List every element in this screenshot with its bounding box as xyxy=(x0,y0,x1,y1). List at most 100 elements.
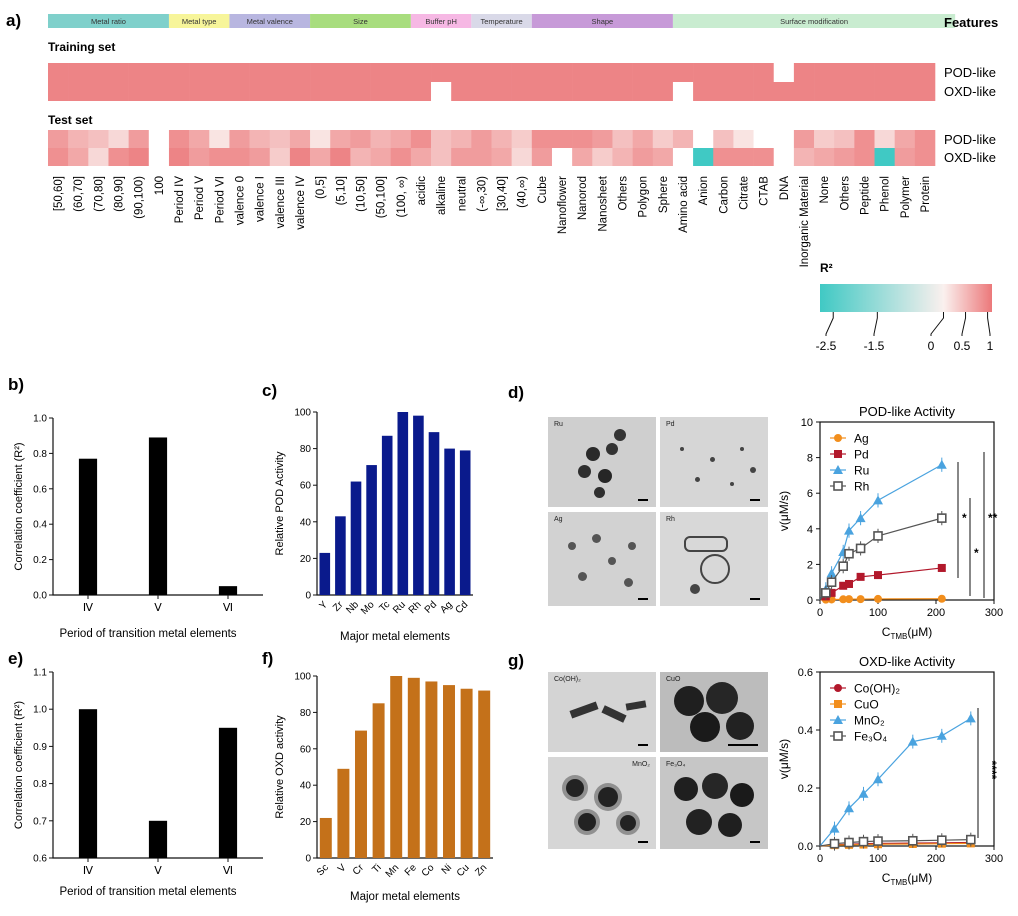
training-oxd-cell xyxy=(592,82,613,101)
training-oxd-cell xyxy=(793,82,815,101)
xtick-label-f: Mn xyxy=(384,862,402,880)
xlabel-g: CTMB(μM) xyxy=(882,871,932,887)
column-label: None xyxy=(819,176,831,204)
test-oxd-cell xyxy=(612,148,633,166)
ytick-label-e: 0.8 xyxy=(33,779,47,790)
xtick-label-b: Ⅳ xyxy=(83,602,94,614)
colorbar-tick-label: -1.5 xyxy=(864,339,885,353)
training-oxd-cell xyxy=(612,82,633,101)
test-oxd-cell xyxy=(491,148,512,166)
column-label: (10,50] xyxy=(355,176,367,212)
xtick-label-f: Sc xyxy=(315,862,331,878)
training-pod-cell xyxy=(330,63,351,82)
training-pod-cell xyxy=(48,63,69,82)
tem-image-cuo: CuO xyxy=(660,672,768,752)
ylabel-e: Correlation coefficient (R²) xyxy=(13,701,25,829)
test-pod-cell xyxy=(551,130,573,148)
tem-label: CuO xyxy=(666,676,681,683)
test-oxd-cell xyxy=(854,148,875,166)
ytick-label-b: 0.0 xyxy=(33,591,47,602)
chart-title-g: OXD-like Activity xyxy=(859,654,956,669)
colorbar-tick xyxy=(825,312,834,336)
column-label: Others xyxy=(618,176,630,211)
column-label: valence III xyxy=(275,176,287,228)
column-label: Amino acid xyxy=(678,176,690,233)
training-pod-cell xyxy=(793,63,815,82)
xtick-label-c: Rh xyxy=(407,599,424,616)
training-oxd-cell xyxy=(572,82,593,101)
column-label: Polymer xyxy=(900,176,912,218)
series-line-d-3 xyxy=(819,517,942,601)
panel-label-b: b) xyxy=(8,375,24,394)
data-point-d-3 xyxy=(820,588,831,598)
legend-label-g: CuO xyxy=(854,698,879,712)
training-oxd-cell xyxy=(894,82,916,101)
bar-f-1 xyxy=(337,768,350,858)
ytick-label-e: 0.6 xyxy=(33,854,47,865)
test-oxd-cell xyxy=(88,148,109,166)
xtick-label-c: Zr xyxy=(331,599,346,614)
test-oxd-cell xyxy=(410,148,432,166)
ytick-label-c: 60 xyxy=(300,481,312,492)
test-pod-cell xyxy=(68,130,89,148)
training-oxd-cell xyxy=(471,82,492,101)
test-oxd-cell xyxy=(793,148,815,166)
training-oxd-cell xyxy=(491,82,512,101)
training-pod-cell xyxy=(511,63,533,82)
tem-label: Ru xyxy=(554,421,563,428)
test-oxd-cell xyxy=(834,148,855,166)
test-oxd-cell xyxy=(390,148,412,166)
ytick-label-f: 100 xyxy=(294,672,311,683)
training-oxd-cell xyxy=(914,82,936,101)
data-point-d-2 xyxy=(873,495,883,505)
xtick-label-b: Ⅴ xyxy=(154,602,162,614)
test-oxd-cell xyxy=(531,148,553,166)
test-pod-cell xyxy=(854,130,875,148)
ytick-label-b: 0.8 xyxy=(33,449,47,460)
test-oxd-cell xyxy=(814,148,835,166)
ytick-label-g: 0.0 xyxy=(798,841,813,853)
test-pod-cell xyxy=(793,130,815,148)
tem-image-ru: Ru xyxy=(548,417,656,507)
column-label: Cube xyxy=(537,176,549,204)
feature-group-label: Surface modification xyxy=(780,17,848,26)
tem-label: Pd xyxy=(666,421,675,428)
legend-label-d: Rh xyxy=(854,480,869,494)
test-oxd-cell xyxy=(108,148,129,166)
test-pod-cell xyxy=(451,130,472,148)
xtick-label-f: Fe xyxy=(403,862,419,878)
test-oxd-cell xyxy=(672,148,694,166)
column-label: (5,10] xyxy=(335,176,347,205)
test-oxd-cell xyxy=(773,148,795,166)
tem-image-ag: Ag xyxy=(548,512,656,606)
ytick-label-f: 20 xyxy=(300,817,312,828)
test-pod-cell xyxy=(249,130,271,148)
test-pod-cell xyxy=(48,130,69,148)
colorbar-tick-label: 0 xyxy=(928,339,935,353)
ytick-label-f: 60 xyxy=(300,744,312,755)
bar-f-0 xyxy=(319,817,332,858)
data-point-d-2 xyxy=(844,525,854,535)
training-oxd-cell xyxy=(511,82,533,101)
legend-marker-d xyxy=(834,434,842,442)
tem-image-fe3o4: Fe₃O₄ xyxy=(660,757,768,849)
test-pod-cell xyxy=(814,130,835,148)
training-oxd-cell xyxy=(551,82,573,101)
colorbar-tick xyxy=(987,312,991,336)
sig-label-d: ** xyxy=(988,511,998,525)
training-pod-cell xyxy=(168,63,190,82)
training-pod-cell xyxy=(68,63,89,82)
row-label-oxd-train: OXD-like xyxy=(944,84,996,99)
ytick-label-d: 8 xyxy=(807,453,813,465)
tem-image-pd: Pd xyxy=(660,417,768,507)
test-pod-cell xyxy=(189,130,210,148)
legend-marker-d xyxy=(833,481,843,491)
test-pod-cell xyxy=(350,130,371,148)
bar-b-1 xyxy=(148,437,168,595)
ytick-label-c: 0 xyxy=(305,591,311,602)
ylabel-c: Relative POD Activity xyxy=(274,451,286,555)
column-label: neutral xyxy=(456,176,468,211)
training-oxd-cell xyxy=(834,82,855,101)
column-label: Period VI xyxy=(214,176,226,223)
bar-e-0 xyxy=(78,709,98,858)
